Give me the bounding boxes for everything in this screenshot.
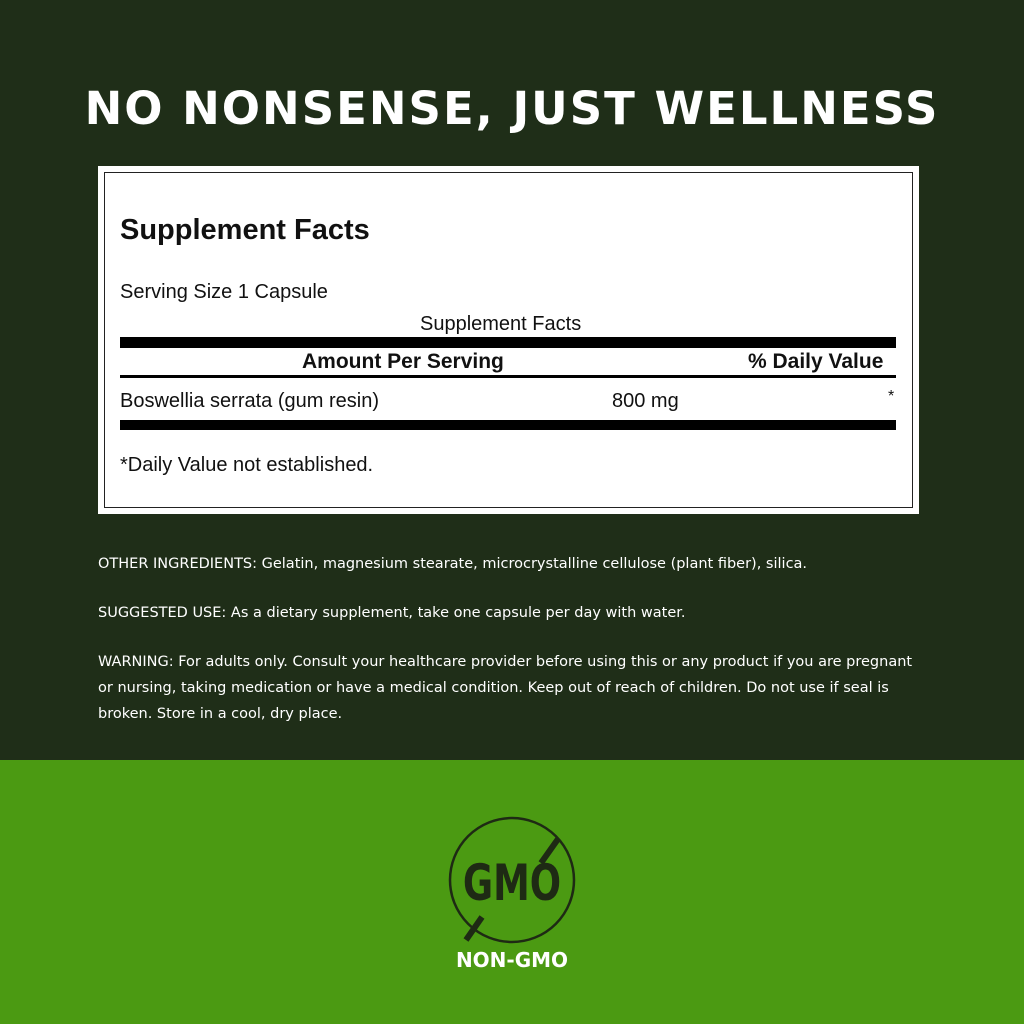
bottom-section [0, 760, 1024, 1024]
thick-divider-bottom [120, 420, 896, 430]
supplement-facts-subtitle: Supplement Facts [420, 313, 582, 335]
daily-value-header: % Daily Value [748, 350, 884, 373]
non-gmo-label: NON-GMO [455, 948, 569, 972]
footnote: *Daily Value not established. [120, 454, 374, 476]
thick-divider [120, 337, 896, 348]
headline: NO NONSENSE, JUST WELLNESS [84, 82, 940, 135]
gmo-text: GMO [463, 854, 561, 912]
ingredient-name: Boswellia serrata (gum resin) [120, 390, 379, 412]
amount-per-serving-header: Amount Per Serving [302, 350, 504, 373]
other-ingredients: OTHER INGREDIENTS: Gelatin, magnesium st… [98, 556, 808, 572]
ingredient-daily-value: * [888, 388, 895, 405]
supplement-facts-title: Supplement Facts [120, 214, 370, 246]
warning: WARNING: For adults only. Consult your h… [98, 654, 913, 722]
ingredient-amount: 800 mg [612, 390, 679, 412]
suggested-use: SUGGESTED USE: As a dietary supplement, … [98, 605, 686, 621]
thin-divider [120, 375, 896, 378]
no-gmo-icon: GMO [448, 816, 576, 944]
serving-size: Serving Size 1 Capsule [120, 281, 328, 303]
panel-border [104, 172, 913, 508]
